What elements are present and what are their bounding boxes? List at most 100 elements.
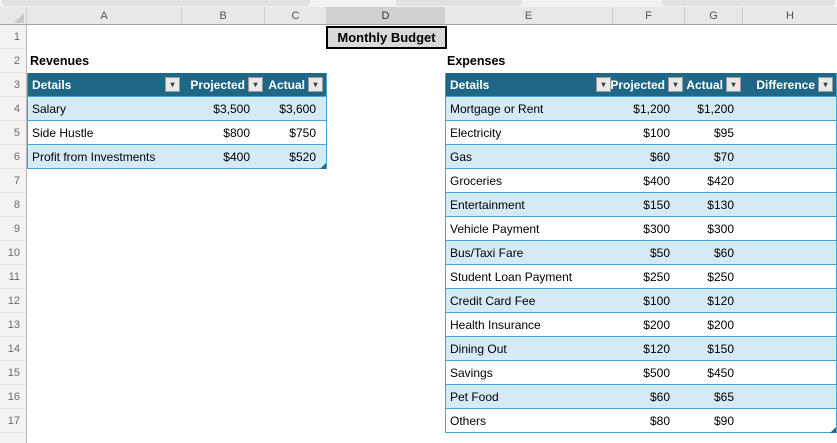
cell[interactable]: Entertainment [450,197,525,212]
cell[interactable] [744,265,836,288]
cell[interactable]: $95 [713,125,734,140]
cell[interactable]: $800 [223,125,250,140]
column-header-c[interactable]: C [265,7,327,24]
cell[interactable]: $250 [707,269,734,284]
cell[interactable]: $130 [707,197,734,212]
column-header-b[interactable]: B [182,7,265,24]
cell[interactable]: $80 [649,413,670,428]
row-header-14[interactable]: 14 [0,337,26,361]
column-header-e[interactable]: E [445,7,613,24]
cell[interactable]: Gas [450,149,473,164]
row-header-3[interactable]: 3 [0,73,26,97]
cell[interactable]: $150 [643,197,670,212]
cell[interactable]: $750 [289,125,316,140]
column-header-h[interactable]: H [786,9,794,22]
table-resize-handle[interactable] [320,163,326,169]
cell[interactable]: $1,200 [633,101,670,116]
cell[interactable]: $90 [713,413,734,428]
cell[interactable]: $450 [707,365,734,380]
expenses-section-label[interactable]: Expenses [447,54,506,68]
cell[interactable]: $50 [649,245,670,260]
filter-dropdown-icon[interactable]: ▾ [726,77,741,92]
cell[interactable]: $200 [643,317,670,332]
filter-dropdown-icon[interactable]: ▾ [308,77,323,92]
row-header-10[interactable]: 10 [0,241,26,265]
cell[interactable]: $400 [223,149,250,164]
cell[interactable] [744,193,836,216]
cell[interactable] [744,361,836,384]
cell[interactable] [744,409,836,432]
cell[interactable]: $300 [707,221,734,236]
cell[interactable]: Vehicle Payment [450,221,540,236]
row-header-7[interactable]: 7 [0,169,26,193]
cell[interactable] [744,337,836,360]
row-header-15[interactable]: 15 [0,361,26,385]
table-column-header-actual[interactable]: Actual ▾ [266,73,326,96]
row-header-6[interactable]: 6 [0,145,26,169]
row-header-1[interactable]: 1 [0,25,26,49]
cell[interactable]: Health Insurance [450,317,541,332]
monthly-budget-title-cell[interactable]: Monthly Budget [326,26,447,49]
cell[interactable] [744,313,836,336]
cell[interactable] [744,385,836,408]
cell[interactable]: $500 [643,365,670,380]
row-header-13[interactable]: 13 [0,313,26,337]
cell[interactable] [744,241,836,264]
cell[interactable]: Student Loan Payment [450,269,573,284]
cell[interactable]: Groceries [450,173,503,188]
cell[interactable] [744,145,836,168]
cell[interactable]: $60 [649,149,670,164]
row-header-11[interactable]: 11 [0,265,26,289]
cell[interactable]: $250 [643,269,670,284]
cell[interactable]: $300 [643,221,670,236]
cell[interactable]: $70 [713,149,734,164]
cell[interactable]: Salary [32,101,67,116]
filter-dropdown-icon[interactable]: ▾ [165,77,180,92]
cell[interactable]: $3,500 [213,101,250,116]
cell[interactable]: $150 [707,341,734,356]
filter-dropdown-icon[interactable]: ▾ [818,77,833,92]
row-header-16[interactable]: 16 [0,385,26,409]
cell[interactable]: $60 [649,389,670,404]
cell[interactable]: Profit from Investments [32,149,156,164]
table-column-header-actual[interactable]: Actual ▾ [686,73,744,96]
filter-dropdown-icon[interactable]: ▾ [668,77,683,92]
filter-dropdown-icon[interactable]: ▾ [248,77,263,92]
cell[interactable]: Electricity [450,125,502,140]
row-header-8[interactable]: 8 [0,193,26,217]
cell[interactable]: Pet Food [450,389,499,404]
revenues-section-label[interactable]: Revenues [30,54,90,68]
cell[interactable] [744,121,836,144]
cell[interactable]: $100 [643,125,670,140]
cell[interactable] [744,217,836,240]
cell[interactable] [744,289,836,312]
cell[interactable]: $120 [707,293,734,308]
cell[interactable]: $60 [713,245,734,260]
cell[interactable]: $65 [713,389,734,404]
cell[interactable]: $520 [289,149,316,164]
cell[interactable]: Credit Card Fee [450,293,536,308]
column-header-d[interactable]: D [327,7,445,24]
row-header-4[interactable]: 4 [0,97,26,121]
cell[interactable]: $100 [643,293,670,308]
table-column-header-details[interactable]: Details ▾ [446,73,614,96]
cell[interactable]: $420 [707,173,734,188]
cell[interactable]: Others [450,413,487,428]
filter-dropdown-icon[interactable]: ▾ [596,77,611,92]
table-column-header-difference[interactable]: Difference ▾ [744,73,836,96]
row-header-2[interactable]: 2 [0,49,26,73]
cell[interactable]: Savings [450,365,493,380]
cell[interactable]: Side Hustle [32,125,94,140]
cell[interactable]: $200 [707,317,734,332]
cell[interactable]: Bus/Taxi Fare [450,245,524,260]
column-header-f[interactable]: F [613,7,685,24]
row-header-9[interactable]: 9 [0,217,26,241]
row-header-17[interactable]: 17 [0,409,26,433]
cell[interactable]: $3,600 [279,101,316,116]
column-header-g[interactable]: G [685,7,743,24]
row-header-12[interactable]: 12 [0,289,26,313]
column-header-a[interactable]: A [27,7,182,24]
cell[interactable] [744,97,836,120]
cell[interactable]: $1,200 [697,101,734,116]
cell[interactable]: Dining Out [450,341,507,356]
